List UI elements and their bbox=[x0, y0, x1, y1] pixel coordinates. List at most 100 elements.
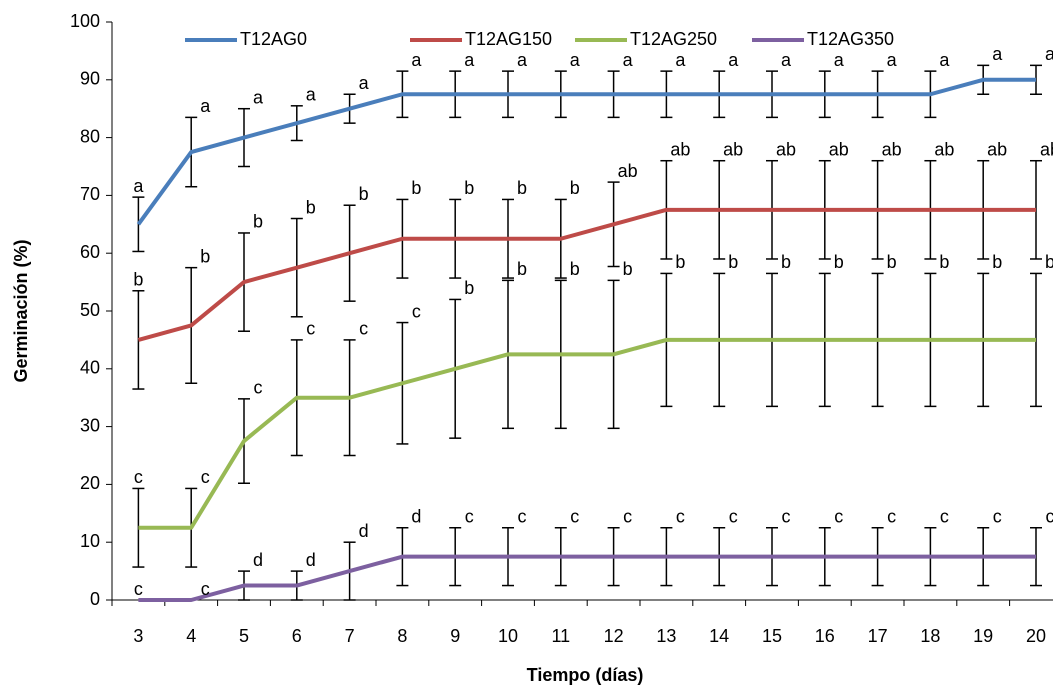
x-tick-label: 19 bbox=[973, 626, 993, 646]
significance-letter: a bbox=[464, 50, 475, 70]
significance-letter: d bbox=[253, 550, 263, 570]
significance-letter: a bbox=[623, 50, 634, 70]
significance-letter: d bbox=[359, 521, 369, 541]
significance-letter: a bbox=[133, 176, 144, 196]
significance-letter: c bbox=[306, 319, 315, 339]
significance-letter: a bbox=[411, 50, 422, 70]
significance-letter: b bbox=[464, 178, 474, 198]
x-tick-label: 6 bbox=[292, 626, 302, 646]
x-tick-label: 16 bbox=[815, 626, 835, 646]
x-tick-label: 17 bbox=[868, 626, 888, 646]
significance-letter: b bbox=[133, 270, 143, 290]
significance-letter: ab bbox=[934, 139, 954, 159]
x-tick-label: 8 bbox=[397, 626, 407, 646]
y-tick-label: 100 bbox=[70, 11, 100, 31]
significance-letter: a bbox=[570, 50, 581, 70]
x-tick-label: 13 bbox=[656, 626, 676, 646]
legend-label: T12AG250 bbox=[630, 29, 717, 49]
y-tick-label: 90 bbox=[80, 69, 100, 89]
significance-letter: c bbox=[570, 507, 579, 527]
significance-letter: b bbox=[517, 178, 527, 198]
significance-letter: a bbox=[200, 96, 211, 116]
significance-letter: c bbox=[782, 507, 791, 527]
significance-letter: a bbox=[887, 50, 898, 70]
y-tick-label: 30 bbox=[80, 415, 100, 435]
significance-letter: a bbox=[359, 73, 370, 93]
x-tick-label: 9 bbox=[450, 626, 460, 646]
x-tick-label: 4 bbox=[186, 626, 196, 646]
x-tick-label: 11 bbox=[551, 626, 570, 646]
significance-letter: b bbox=[411, 178, 421, 198]
significance-letter: c bbox=[623, 507, 632, 527]
series-line bbox=[138, 554, 1036, 602]
significance-letter: ab bbox=[670, 139, 690, 159]
significance-letter: b bbox=[200, 246, 210, 266]
y-tick-label: 40 bbox=[80, 358, 100, 378]
y-tick-label: 10 bbox=[80, 531, 100, 551]
legend-label: T12AG0 bbox=[240, 29, 307, 49]
significance-letter: c bbox=[465, 507, 474, 527]
significance-letter: b bbox=[1045, 252, 1053, 272]
significance-letter: ab bbox=[618, 161, 638, 181]
significance-letter: ab bbox=[987, 139, 1007, 159]
significance-letter: a bbox=[939, 50, 950, 70]
series-line bbox=[136, 77, 1036, 226]
y-tick-label: 80 bbox=[80, 126, 100, 146]
significance-letter: c bbox=[676, 507, 685, 527]
legend-label: T12AG150 bbox=[465, 29, 552, 49]
significance-letter: c bbox=[729, 507, 738, 527]
significance-letter: b bbox=[464, 278, 474, 298]
y-tick-label: 50 bbox=[80, 300, 100, 320]
significance-letter: b bbox=[623, 259, 633, 279]
significance-letter: b bbox=[570, 259, 580, 279]
significance-letter: c bbox=[940, 507, 949, 527]
significance-letter: a bbox=[306, 85, 317, 105]
significance-letter: c bbox=[993, 507, 1002, 527]
significance-letter: ab bbox=[829, 139, 849, 159]
series-line bbox=[138, 337, 1036, 530]
significance-letter: b bbox=[887, 252, 897, 272]
significance-letter: ab bbox=[723, 139, 743, 159]
significance-letter: ab bbox=[776, 139, 796, 159]
y-tick-label: 20 bbox=[80, 473, 100, 493]
significance-letter: a bbox=[834, 50, 845, 70]
significance-letter: b bbox=[517, 259, 527, 279]
significance-letter: d bbox=[411, 507, 421, 527]
x-tick-label: 14 bbox=[709, 626, 729, 646]
x-axis-label: Tiempo (días) bbox=[527, 665, 644, 685]
significance-letter: b bbox=[306, 197, 316, 217]
significance-letter: a bbox=[253, 87, 264, 107]
y-axis-label: Germinación (%) bbox=[11, 239, 31, 382]
x-tick-label: 10 bbox=[498, 626, 518, 646]
significance-letter: c bbox=[412, 301, 421, 321]
series-line bbox=[137, 207, 1036, 342]
significance-letter: b bbox=[570, 178, 580, 198]
significance-letter: c bbox=[518, 507, 527, 527]
x-tick-label: 12 bbox=[604, 626, 624, 646]
significance-letter: c bbox=[201, 467, 210, 487]
significance-letter: b bbox=[939, 252, 949, 272]
significance-letter: c bbox=[254, 378, 263, 398]
x-tick-label: 5 bbox=[239, 626, 249, 646]
significance-letter: c bbox=[1046, 507, 1053, 527]
legend-label: T12AG350 bbox=[807, 29, 894, 49]
significance-letter: b bbox=[992, 252, 1002, 272]
significance-letter: a bbox=[992, 44, 1003, 64]
significance-letter: b bbox=[359, 184, 369, 204]
significance-letter: c bbox=[887, 507, 896, 527]
significance-letter: c bbox=[201, 579, 210, 599]
significance-letter: d bbox=[306, 550, 316, 570]
significance-letter: b bbox=[675, 252, 685, 272]
x-tick-label: 15 bbox=[762, 626, 782, 646]
x-tick-label: 3 bbox=[133, 626, 143, 646]
y-tick-label: 60 bbox=[80, 242, 100, 262]
significance-letter: c bbox=[834, 507, 843, 527]
significance-letter: c bbox=[359, 319, 368, 339]
significance-letter: c bbox=[134, 467, 143, 487]
x-tick-label: 18 bbox=[920, 626, 940, 646]
significance-letter: ab bbox=[1040, 139, 1053, 159]
significance-letter: a bbox=[517, 50, 528, 70]
x-tick-label: 20 bbox=[1026, 626, 1046, 646]
y-tick-label: 70 bbox=[80, 184, 100, 204]
